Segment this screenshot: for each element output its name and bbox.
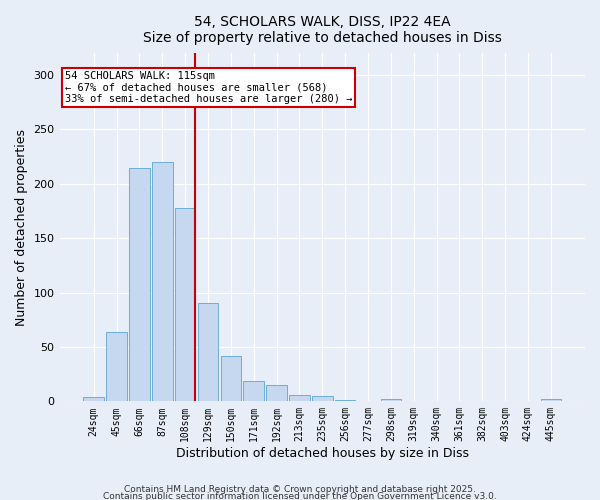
Bar: [175, 208, 196, 402]
Bar: [152, 162, 173, 402]
Text: Contains HM Land Registry data © Crown copyright and database right 2025.: Contains HM Land Registry data © Crown c…: [124, 486, 476, 494]
Text: Contains public sector information licensed under the Open Government Licence v3: Contains public sector information licen…: [103, 492, 497, 500]
Bar: [312, 396, 332, 402]
Bar: [198, 304, 218, 402]
Text: 54 SCHOLARS WALK: 115sqm
← 67% of detached houses are smaller (568)
33% of semi-: 54 SCHOLARS WALK: 115sqm ← 67% of detach…: [65, 70, 352, 104]
Bar: [380, 399, 401, 402]
Bar: [335, 400, 355, 402]
Bar: [221, 356, 241, 402]
Bar: [541, 399, 561, 402]
Title: 54, SCHOLARS WALK, DISS, IP22 4EA
Size of property relative to detached houses i: 54, SCHOLARS WALK, DISS, IP22 4EA Size o…: [143, 15, 502, 45]
Y-axis label: Number of detached properties: Number of detached properties: [15, 129, 28, 326]
X-axis label: Distribution of detached houses by size in Diss: Distribution of detached houses by size …: [176, 447, 469, 460]
Bar: [129, 168, 150, 402]
Bar: [106, 332, 127, 402]
Bar: [289, 395, 310, 402]
Bar: [83, 397, 104, 402]
Bar: [244, 380, 264, 402]
Bar: [266, 385, 287, 402]
